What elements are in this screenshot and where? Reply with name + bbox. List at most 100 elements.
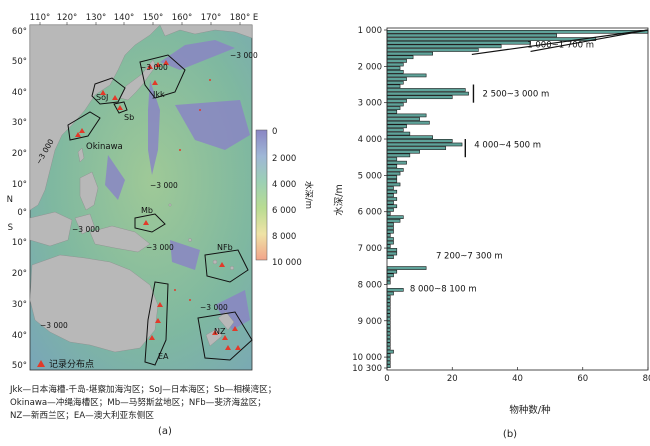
contour-label-4: −3 000 — [72, 225, 100, 234]
region-label-nz: NZ — [214, 327, 226, 336]
bar — [386, 208, 394, 212]
colorbar-tick: 0 — [272, 127, 277, 137]
lat-tick-label: 20° — [12, 149, 27, 159]
bar — [386, 95, 453, 100]
bar — [386, 328, 391, 332]
bar — [386, 55, 414, 60]
lat-tick-label: 30° — [12, 118, 27, 128]
bar — [386, 66, 401, 70]
australia-landmass — [29, 254, 159, 353]
bar — [386, 346, 391, 350]
lat-tick-label: 50° — [12, 57, 27, 67]
region-outline-soj — [91, 77, 126, 105]
bar — [386, 193, 394, 198]
bar — [386, 320, 391, 325]
bar — [386, 175, 398, 180]
region-legend-line: Jkk—日本海槽-千岛-堪察加海沟区；SoJ—日本海区；Sb—相模湾区； — [10, 385, 277, 395]
land-layer — [29, 24, 253, 353]
asia-landmass — [29, 24, 161, 211]
south-label: S — [8, 223, 13, 233]
y-tick-label: 9 000 — [358, 317, 382, 327]
bar — [386, 266, 427, 270]
bar — [386, 40, 531, 45]
bar — [386, 306, 391, 310]
y-tick-label: 8 000 — [358, 280, 382, 290]
region-label-nfb: NFb — [217, 243, 233, 252]
new-guinea-landmass — [89, 225, 151, 253]
bar — [386, 357, 391, 361]
siberia-landmass — [159, 24, 253, 39]
y-tick-label: 2 000 — [358, 62, 382, 72]
lat-tick-label: 50° — [12, 361, 27, 371]
bar — [386, 269, 398, 274]
bar — [386, 226, 394, 230]
bar — [386, 124, 407, 129]
lon-tick-label: 180° E — [230, 13, 259, 23]
contour-label-1: −3 000 — [230, 51, 258, 60]
region-outline-jkk — [139, 54, 186, 99]
y-ticks-group: 1 000 2 000 3 000 4 000 5 000 6 000 7 000 8 000… — [352, 26, 387, 374]
colorbar-tick: 10 000 — [272, 258, 302, 268]
bar — [386, 244, 391, 249]
region-outline-okinawa — [67, 111, 101, 141]
region-legend-line: Okinawa—冲绳海槽区；Mb—马努斯盆地区；NFb—斐济海盆区； — [10, 398, 266, 408]
y-tick-label: 3 000 — [358, 99, 382, 109]
colorbar-tick: 6 000 — [272, 206, 296, 216]
bar — [386, 109, 398, 114]
bar — [386, 153, 411, 158]
contour-label-2: −3 000 — [140, 63, 168, 72]
bar — [386, 273, 394, 278]
bar — [386, 91, 469, 96]
bar — [386, 157, 398, 161]
bar — [386, 164, 398, 169]
bar — [386, 44, 502, 49]
region-label-jkk: Jkk — [152, 90, 165, 99]
annotation-label: 8 000~8 100 m — [410, 284, 477, 294]
bar — [386, 113, 427, 118]
bar — [386, 360, 391, 365]
y-tick-label: 7 000 — [358, 244, 382, 254]
annotations-group: 1 000~1 700 m 2 500~3 000 m 4 000~4 500 m 7… — [410, 29, 649, 294]
lat-ticks: 60° 50° 40° 30° 20° 10° 0° 10° 20° 30° 4… — [7, 27, 27, 371]
record-points — [75, 60, 241, 350]
annotation-label: 1 000~1 700 m — [527, 41, 594, 51]
point-legend: 记录分布点 — [37, 358, 94, 370]
caption-b: (b) — [503, 429, 517, 440]
bar — [386, 102, 404, 107]
bar — [386, 73, 427, 78]
bar — [386, 117, 420, 121]
trench-layer — [105, 40, 250, 330]
bar — [386, 211, 391, 216]
y-tick-label: 10 000 — [352, 353, 382, 363]
bar — [386, 160, 407, 165]
bar — [386, 189, 398, 194]
colorbar-tick: 2 000 — [272, 154, 296, 164]
lat-tick-label: 40° — [12, 88, 27, 98]
bar — [386, 128, 404, 132]
colorbar: 0 2 000 4 000 6 000 8 000 10 000 水深/m — [255, 127, 314, 268]
bar — [386, 331, 391, 336]
bar — [386, 309, 391, 314]
bar — [386, 240, 394, 245]
contour-label-3: −3 000 — [150, 181, 178, 190]
lon-tick-label: 150° — [143, 13, 163, 23]
bar — [386, 135, 433, 140]
bar — [386, 48, 479, 52]
bar — [386, 171, 401, 176]
bar — [386, 29, 649, 34]
region-label-mb: Mb — [141, 206, 153, 215]
histogram-svg: 1 000 2 000 3 000 4 000 5 000 6 000 7 000 8 000… — [333, 26, 650, 440]
bar — [386, 349, 394, 354]
plot-frame — [386, 27, 649, 371]
region-outline-nfb — [204, 249, 249, 283]
annotation-label: 2 500~3 000 m — [482, 90, 549, 100]
bar — [386, 182, 401, 187]
bar — [386, 179, 398, 183]
region-label-ea: EA — [158, 352, 169, 361]
region-outline-mb — [134, 213, 166, 233]
north-label: N — [7, 195, 13, 205]
bar — [386, 80, 404, 85]
bar — [386, 200, 394, 205]
bar — [386, 233, 391, 238]
x-tick-label: 0 — [384, 374, 389, 384]
